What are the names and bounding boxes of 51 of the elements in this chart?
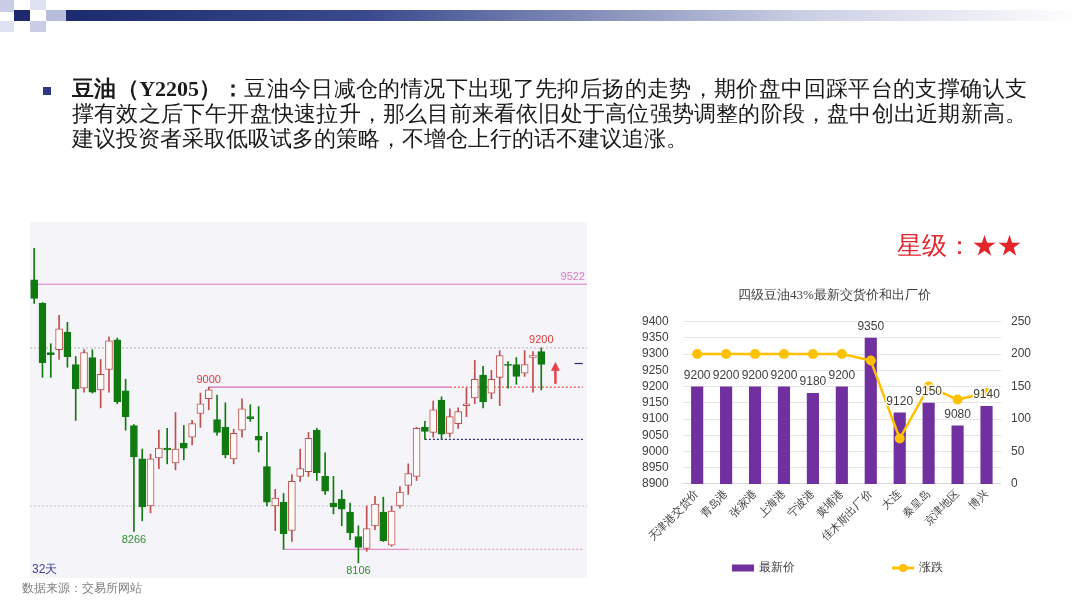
data-label: 9350 xyxy=(857,319,885,334)
y-tick-label: 9300 xyxy=(641,346,670,361)
data-label: 9200 xyxy=(741,367,769,382)
candlestick xyxy=(529,351,537,393)
chart-title: 四级豆油43%最新交货价和出厂价 xyxy=(738,287,931,303)
annotation: 32天 xyxy=(32,562,58,577)
candlestick xyxy=(246,404,255,422)
y-tick-label: 9200 xyxy=(641,378,670,393)
y-tick-label: 9050 xyxy=(641,427,670,442)
data-label: 9200 xyxy=(770,367,798,382)
y2-tick-label: 200 xyxy=(1010,346,1032,361)
y-tick-label: 9400 xyxy=(641,313,670,328)
data-label: 9180 xyxy=(799,374,827,389)
point xyxy=(807,349,818,360)
legend-label: 涨跌 xyxy=(919,560,943,575)
point xyxy=(865,355,876,366)
y-tick-label: 8950 xyxy=(641,460,670,475)
data-label: 9200 xyxy=(683,367,711,382)
y-tick-label: 9000 xyxy=(641,443,670,458)
y2-tick-label: 250 xyxy=(1010,313,1032,328)
y2-tick-label: 100 xyxy=(1010,411,1032,426)
y-tick-label: 9100 xyxy=(641,411,670,426)
y2-tick-label: 50 xyxy=(1010,443,1025,458)
text: 星级：★★ xyxy=(897,231,1022,261)
legend-label: 最新价 xyxy=(759,560,795,575)
candlestick xyxy=(271,488,280,531)
source-note: 数据来源：交易所网站 xyxy=(22,580,142,596)
data-label: 9080 xyxy=(944,406,972,421)
point xyxy=(836,349,847,360)
candlestick xyxy=(421,421,429,440)
data-label: 9200 xyxy=(828,367,856,382)
point xyxy=(750,349,761,360)
annotation: 8266 xyxy=(121,532,147,545)
y-tick-label: 9250 xyxy=(641,362,670,377)
x-tick-label: 博兴 xyxy=(965,487,990,512)
data-label: 9200 xyxy=(712,367,740,382)
annotation: 9200 xyxy=(529,333,554,346)
y-tick-label: 9350 xyxy=(641,330,670,345)
annotation: 9522 xyxy=(560,269,585,282)
text: 豆油（Y2205）： xyxy=(72,76,245,101)
point xyxy=(894,433,905,444)
y2-tick-label: 150 xyxy=(1010,378,1032,393)
annotation: 8106 xyxy=(346,564,371,577)
y2-tick-label: 0 xyxy=(1010,476,1018,491)
point xyxy=(778,349,789,360)
point xyxy=(692,349,703,360)
y-tick-label: 9150 xyxy=(641,395,670,410)
point xyxy=(721,349,732,360)
data-label: 9120 xyxy=(886,393,914,408)
point xyxy=(952,394,963,405)
annotation: 9000 xyxy=(196,372,221,385)
